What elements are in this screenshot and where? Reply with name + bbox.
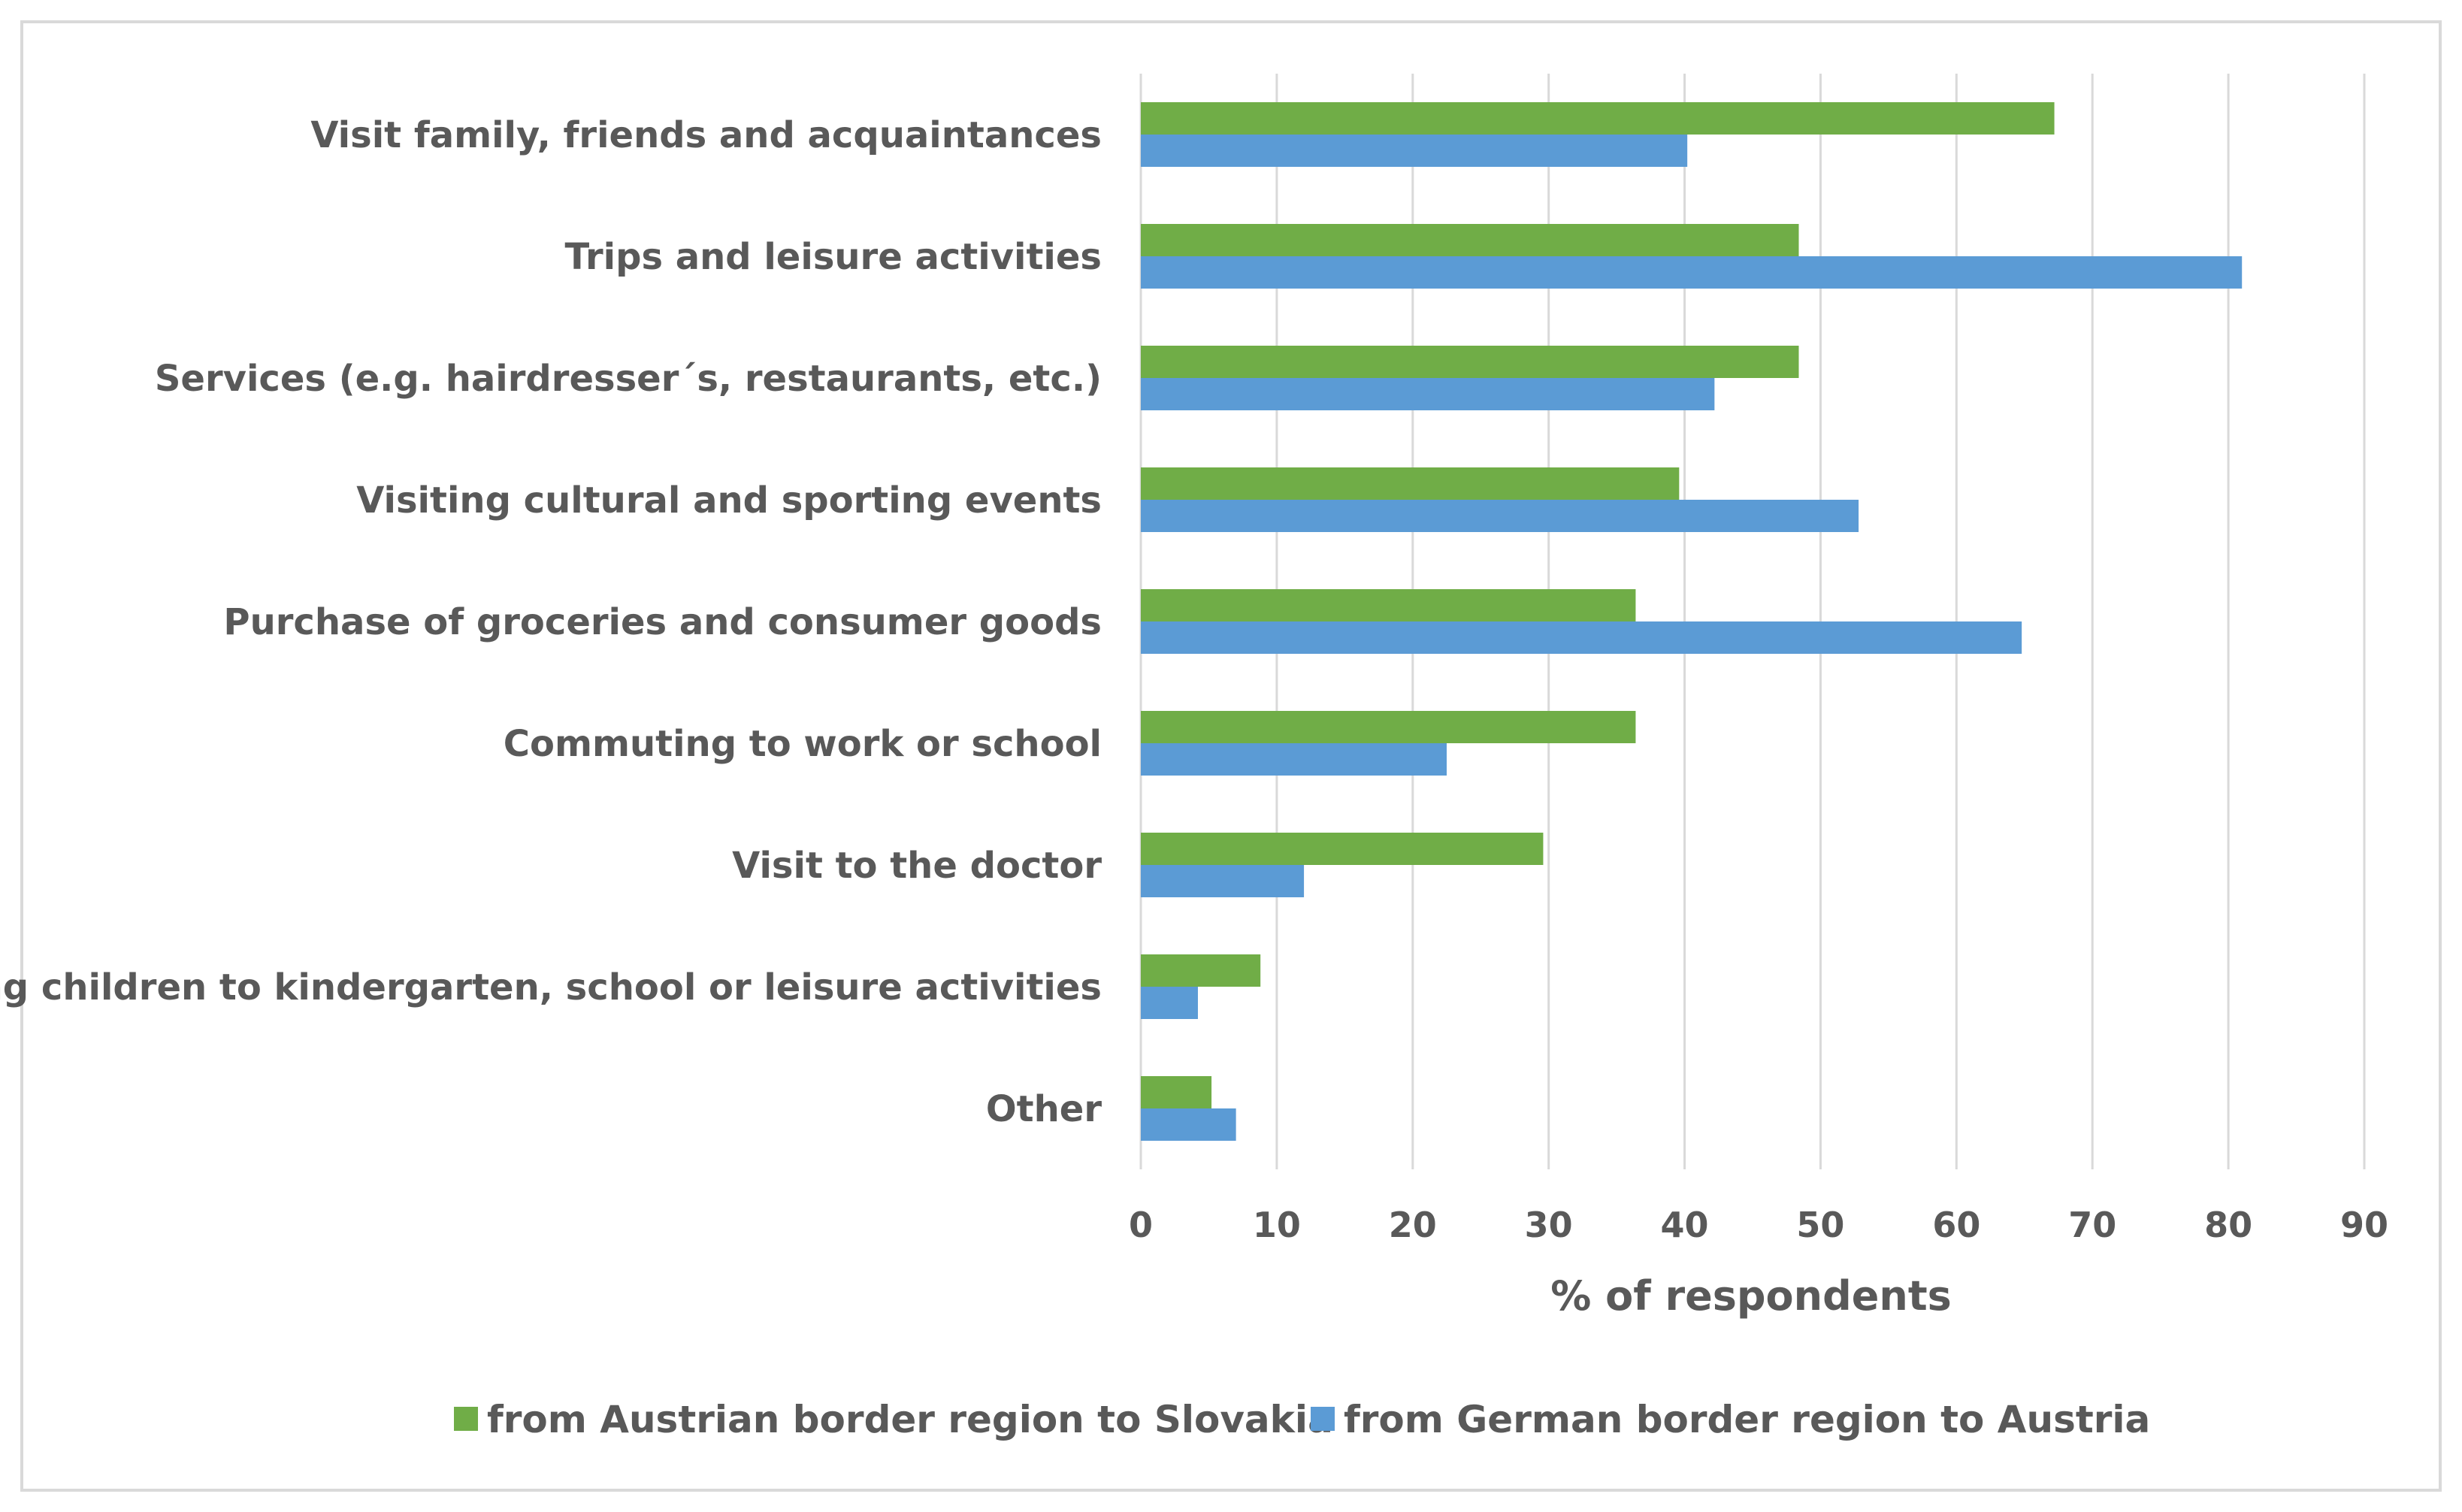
category-label: Other: [986, 1088, 1102, 1130]
category-label: Commuting to work or school: [504, 723, 1102, 765]
bar-germany-austria: [1141, 987, 1198, 1019]
legend-swatch: [1311, 1407, 1335, 1431]
bar-austria-slovakia: [1141, 102, 2055, 135]
x-tick-label: 80: [2204, 1205, 2252, 1245]
category-labels: Visit family, friends and acquaintances T…: [0, 114, 1102, 1130]
bar-austria-slovakia: [1141, 467, 1680, 500]
bar-germany-austria: [1141, 865, 1305, 897]
bars: [1141, 102, 2243, 1141]
x-tick-label: 0: [1129, 1205, 1153, 1245]
category-label: Visit to the doctor: [732, 845, 1102, 887]
x-tick-label: 90: [2340, 1205, 2388, 1245]
x-tick-label: 10: [1253, 1205, 1301, 1245]
legend-label: from German border region to Austria: [1344, 1398, 2150, 1441]
x-tick-label: 20: [1389, 1205, 1437, 1245]
x-tick-label: 60: [1932, 1205, 1980, 1245]
x-tick-label: 70: [2068, 1205, 2116, 1245]
bar-germany-austria: [1141, 621, 2022, 654]
bar-germany-austria: [1141, 378, 1715, 410]
category-label: Purchase of groceries and consumer goods: [223, 601, 1102, 643]
category-label: Services (e.g. hairdresser´s, restaurant…: [155, 358, 1102, 400]
bar-austria-slovakia: [1141, 346, 1799, 378]
x-tick-label: 30: [1525, 1205, 1573, 1245]
bar-austria-slovakia: [1141, 1076, 1212, 1108]
x-tick-labels: 0 10 20 30 40 50 60 70 80 90: [1129, 1205, 2388, 1245]
x-axis-title: % of respondents: [1550, 1272, 1952, 1320]
bar-austria-slovakia: [1141, 711, 1636, 743]
category-label: Taking children to kindergarten, school …: [0, 966, 1102, 1009]
bar-austria-slovakia: [1141, 954, 1261, 987]
x-tick-label: 40: [1661, 1205, 1709, 1245]
legend-swatch: [454, 1407, 478, 1431]
x-tick-label: 50: [1796, 1205, 1844, 1245]
bar-germany-austria: [1141, 256, 2243, 289]
bar-austria-slovakia: [1141, 589, 1636, 621]
bar-austria-slovakia: [1141, 224, 1799, 256]
bar-germany-austria: [1141, 1108, 1236, 1141]
bar-germany-austria: [1141, 135, 1688, 167]
category-label: Visiting cultural and sporting events: [356, 479, 1102, 522]
legend: from Austrian border region to Slovakia f…: [454, 1398, 2150, 1441]
bar-germany-austria: [1141, 743, 1447, 776]
category-label: Trips and leisure activities: [564, 236, 1102, 278]
bar-austria-slovakia: [1141, 833, 1544, 865]
category-label: Visit family, friends and acquaintances: [310, 114, 1102, 156]
bar-germany-austria: [1141, 500, 1859, 532]
legend-label: from Austrian border region to Slovakia: [487, 1398, 1333, 1441]
